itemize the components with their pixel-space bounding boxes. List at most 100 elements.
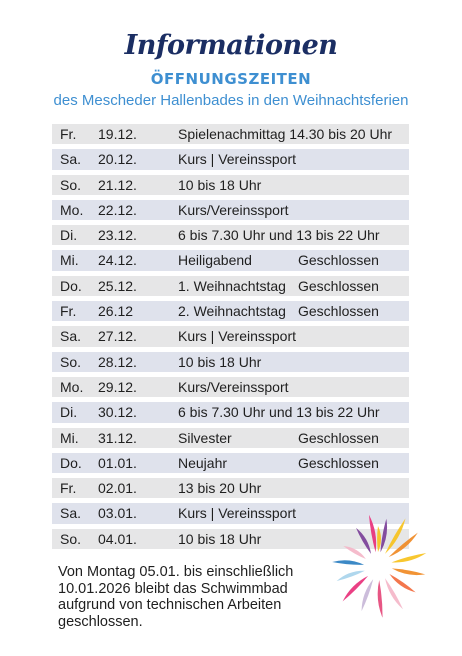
event-cell: Spielenachmittag 14.30 bis 20 Uhr	[178, 126, 393, 142]
schedule-row: Sa. 03.01. Kurs | Vereinssport	[52, 502, 409, 527]
event-cell: 10 bis 18 Uhr	[178, 353, 262, 370]
row-background	[52, 250, 409, 271]
opening-hours-heading: ÖFFNUNGSZEITEN	[150, 70, 312, 88]
date-cell: 27.12.	[98, 328, 137, 345]
day-cell: Di.	[60, 227, 78, 244]
event-cell: 2. Weihnachtstag	[178, 303, 286, 320]
colorful-brush-strokes-icon	[332, 514, 427, 618]
row-background	[52, 225, 409, 246]
brush-stroke	[380, 518, 388, 553]
brush-stroke	[343, 546, 366, 559]
date-cell: 03.01.	[98, 505, 137, 522]
day-cell: Sa.	[60, 151, 82, 168]
day-cell: Fr.	[60, 303, 77, 320]
brush-stroke	[356, 527, 371, 554]
day-cell: Di.	[60, 404, 78, 421]
opening-hours-subheading: des Mescheder Hallenbades in den Weihnac…	[53, 92, 409, 109]
row-background	[52, 301, 409, 322]
schedule-row: Sa. 20.12. Kurs | Vereinssport	[52, 148, 409, 173]
day-cell: Mo.	[60, 378, 84, 395]
brush-stroke	[385, 578, 403, 610]
date-cell: 24.12.	[98, 252, 137, 269]
row-background	[52, 326, 409, 347]
page-title: Informationen	[124, 30, 338, 61]
row-background	[52, 478, 409, 499]
schedule-row: Do. 01.01. Neujahr Geschlossen	[52, 452, 409, 477]
schedule-row: Fr. 26.12 2. Weihnachtstag Geschlossen	[52, 300, 409, 325]
date-cell: 19.12.	[98, 126, 137, 142]
day-cell: So.	[60, 176, 82, 193]
schedule-row: Fr. 19.12. Spielenachmittag 14.30 bis 20 U…	[52, 123, 409, 148]
event-cell: Kurs/Vereinssport	[178, 201, 289, 218]
day-cell: So.	[60, 353, 82, 370]
brush-stroke	[385, 518, 406, 554]
brush-stroke	[377, 526, 381, 552]
day-cell: Mo.	[60, 201, 84, 218]
date-cell: 21.12.	[98, 176, 137, 193]
date-cell: 30.12.	[98, 404, 137, 421]
schedule-row: Sa. 27.12. Kurs | Vereinssport	[52, 325, 409, 350]
row-background	[52, 124, 409, 145]
schedule-row: Mi. 24.12. Heiligabend Geschlossen	[52, 249, 409, 274]
closure-notice-line: 10.01.2026 bleibt das Schwimmbad	[58, 580, 288, 597]
row-background	[52, 427, 409, 448]
day-cell: Mi.	[60, 429, 79, 446]
row-background	[52, 376, 409, 398]
day-cell: Do.	[60, 277, 82, 294]
schedule-row: Mo. 22.12. Kurs/Vereinssport	[52, 199, 409, 224]
day-cell: So.	[60, 530, 82, 547]
event-cell: 10 bis 18 Uhr	[178, 176, 262, 193]
event-cell: Heiligabend	[178, 252, 252, 269]
event-cell: 13 bis 20 Uhr	[178, 480, 262, 497]
event-cell: 10 bis 18 Uhr	[178, 530, 262, 547]
row-background	[52, 503, 409, 524]
event-cell: 1. Weihnachtstag	[178, 277, 286, 294]
brush-stroke	[388, 532, 418, 558]
status-cell: Geschlossen	[298, 454, 379, 471]
row-background	[52, 402, 409, 423]
day-cell: Do.	[60, 454, 82, 471]
schedule-row: So. 04.01. 10 bis 18 Uhr	[52, 528, 409, 553]
brush-stroke	[377, 579, 383, 618]
schedule-row: Do. 25.12. 1. Weihnachtstag Geschlossen	[52, 275, 409, 300]
row-background	[52, 275, 409, 297]
closure-notice-line: Von Montag 05.01. bis einschließlich	[58, 564, 294, 580]
date-cell: 31.12.	[98, 429, 137, 446]
day-cell: Mi.	[60, 252, 79, 269]
date-cell: 01.01.	[98, 454, 137, 471]
status-cell: Geschlossen	[298, 429, 379, 446]
schedule-table: Fr. 19.12. Spielenachmittag 14.30 bis 20 U…	[52, 123, 409, 553]
event-cell: Silvester	[178, 429, 232, 446]
brush-stroke	[389, 574, 416, 593]
brush-stroke	[342, 575, 369, 602]
event-cell: 6 bis 7.30 Uhr und 13 bis 22 Uhr	[178, 227, 380, 244]
schedule-row: Di. 23.12. 6 bis 7.30 Uhr und 13 bis 22 Uh…	[52, 224, 409, 249]
schedule-row: So. 21.12. 10 bis 18 Uhr	[52, 174, 409, 199]
schedule-row: Mi. 31.12. Silvester Geschlossen	[52, 427, 409, 452]
date-cell: 20.12.	[98, 151, 137, 168]
brush-stroke	[391, 568, 426, 576]
brush-stroke	[361, 579, 374, 612]
row-background	[52, 452, 409, 474]
date-cell: 26.12	[98, 303, 134, 320]
date-cell: 04.01.	[98, 530, 137, 547]
brush-stroke	[332, 560, 365, 565]
status-cell: Geschlossen	[298, 277, 379, 294]
date-cell: 02.01.	[98, 480, 137, 497]
closure-notice-line: aufgrund von technischen Arbeiten geschl…	[58, 597, 282, 630]
day-cell: Fr.	[60, 126, 77, 142]
schedule-row: Mo. 29.12. Kurs/Vereinssport	[52, 376, 409, 401]
event-cell: Kurs | Vereinssport	[178, 328, 297, 345]
date-cell: 22.12.	[98, 201, 137, 218]
row-background	[52, 351, 409, 372]
status-cell: Geschlossen	[298, 252, 379, 269]
date-cell: 29.12.	[98, 378, 137, 395]
date-cell: 25.12.	[98, 277, 137, 294]
row-background	[52, 149, 409, 170]
event-cell: Kurs/Vereinssport	[178, 378, 289, 395]
day-cell: Fr.	[60, 480, 77, 497]
row-background	[52, 174, 409, 195]
brush-stroke	[336, 570, 365, 582]
day-cell: Sa.	[60, 505, 82, 522]
status-cell: Geschlossen	[298, 303, 379, 320]
